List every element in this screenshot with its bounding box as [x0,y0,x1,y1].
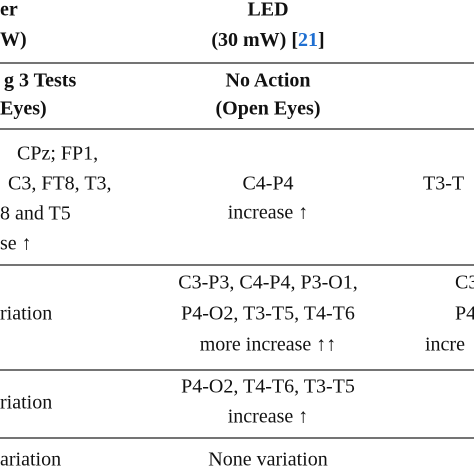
header-text: ] [318,29,325,51]
cell-text: 8 and T5 [0,203,71,225]
cell-text: more increase ↑↑ [200,334,337,356]
cell-text: None variation [208,449,327,471]
cell-text: C3-P3, C4-P4, P3-O1, [178,272,357,294]
cell-text: increase ↑ [228,202,309,224]
cell-text: Eyes) [0,98,47,120]
cell-text: No Action [226,70,311,92]
cell-text: W) [0,29,27,51]
cell-text: se ↑ [0,233,32,255]
cell-text: C3 [455,272,474,294]
header-title: LED [247,0,288,21]
cell-text: P4 [455,303,474,325]
cell-text: P4-O2, T4-T6, T3-T5 [181,376,355,398]
cell-text: CPz; FP1, [17,143,98,165]
cell-text: C4-P4 [242,173,293,195]
cell-text: riation [0,303,52,325]
cell-text: C3, FT8, T3, [8,173,112,195]
cell-text: riation [0,392,52,414]
cell-text: ariation [0,449,61,471]
cell-text: (Open Eyes) [216,98,321,120]
reference-link[interactable]: 21 [298,29,318,51]
cell-text: g 3 Tests [4,70,76,92]
cell-text: er [0,0,18,21]
header-sub: (30 mW) [21] [211,29,324,51]
header-text: (30 mW) [ [211,29,298,51]
cell-text: P4-O2, T3-T5, T4-T6 [181,303,355,325]
cell-text: increase ↑ [228,406,309,428]
cell-text: incre [425,334,465,356]
cell-text: T3-T [423,173,464,195]
